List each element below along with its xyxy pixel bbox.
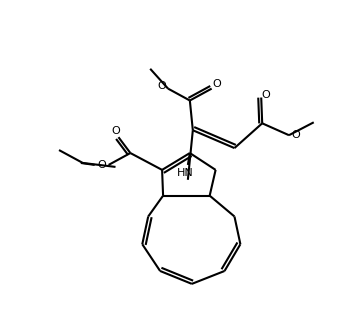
Text: O: O	[158, 81, 166, 91]
Text: HN: HN	[176, 168, 193, 178]
Text: O: O	[212, 79, 221, 89]
Text: O: O	[97, 160, 106, 170]
Text: O: O	[111, 126, 120, 136]
Text: O: O	[262, 89, 271, 100]
Text: O: O	[292, 130, 300, 140]
